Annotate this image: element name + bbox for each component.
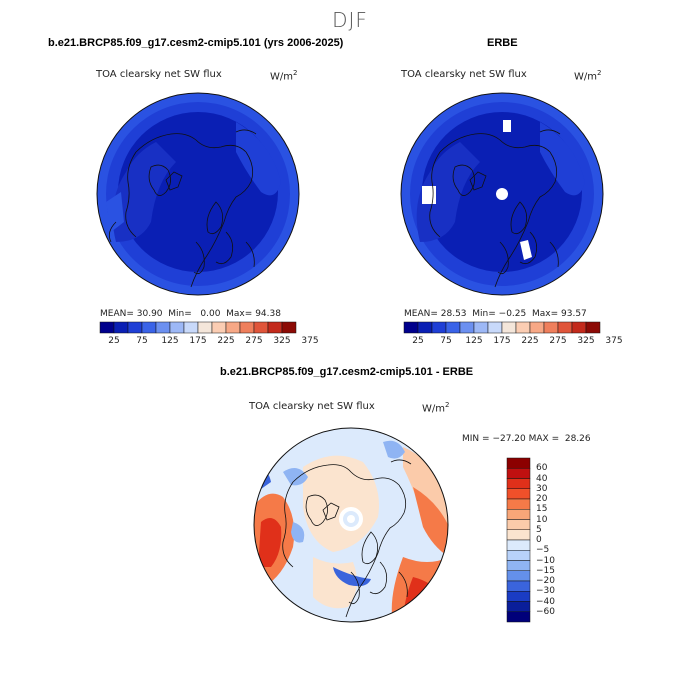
colorbar-swatch: [557, 321, 573, 334]
colorbar-swatch: [506, 560, 531, 571]
colorbar-swatch: [529, 321, 545, 334]
panel-right-stats: MEAN= 28.53 Min= −0.25 Max= 93.57: [404, 309, 587, 319]
colorbar-tick-label: −30: [536, 586, 555, 597]
colorbar-tick-label: −40: [536, 596, 555, 607]
panel-right-units: W/m2: [574, 69, 602, 83]
colorbar-swatch: [239, 321, 255, 334]
panel-left-variable: TOA clearsky net SW flux: [96, 69, 222, 80]
colorbar-swatch: [197, 321, 213, 334]
colorbar-right-ticks: 25 75 125 175 225 275 325 375: [404, 336, 622, 348]
colorbar-tick-label: 20: [536, 494, 548, 504]
colorbar-tick-label: 375: [605, 336, 623, 346]
colorbar-tick-label: 5: [536, 524, 542, 535]
colorbar-swatch: [506, 580, 531, 592]
colorbar-right: [403, 321, 601, 334]
colorbar-tick-label: 30: [536, 483, 548, 494]
colorbar-swatch: [445, 321, 461, 334]
colorbar-tick-label: 275: [245, 336, 263, 346]
colorbar-swatch: [417, 321, 433, 334]
colorbar-tick-label: 175: [493, 336, 511, 346]
colorbar-tick-label: 225: [521, 336, 539, 346]
colorbar-swatch: [506, 457, 531, 469]
colorbar-swatch: [506, 570, 531, 582]
diff-panel-variable: TOA clearsky net SW flux: [249, 401, 375, 412]
colorbar-tick-label: 175: [189, 336, 207, 346]
colorbar-left: [99, 321, 297, 334]
panel-right-variable: TOA clearsky net SW flux: [401, 69, 527, 80]
colorbar-swatch: [506, 611, 531, 623]
colorbar-tick-label: −10: [536, 555, 555, 566]
colorbar-tick-label: 375: [301, 336, 319, 346]
colorbar-swatch: [113, 321, 129, 334]
colorbar-tick-label: −20: [536, 576, 555, 586]
colorbar-tick-label: 40: [536, 473, 548, 484]
colorbar-swatch: [473, 321, 489, 334]
colorbar-tick-label: 15: [536, 504, 548, 515]
colorbar-swatch: [253, 321, 269, 334]
colorbar-difference: [506, 457, 531, 623]
colorbar-swatch: [459, 321, 475, 334]
colorbar-swatch: [141, 321, 157, 334]
colorbar-swatch: [506, 519, 531, 530]
diff-panel-title: b.e21.BRCP85.f09_g17.cesm2-cmip5.101 - E…: [220, 366, 474, 378]
colorbar-swatch: [169, 321, 185, 334]
colorbar-swatch: [506, 498, 531, 510]
colorbar-difference-ticks: 60 40 30 20 15 10 5 0 −5 −10 −15 −20 −30 −40 −60: [536, 458, 576, 622]
colorbar-tick-label: 75: [136, 336, 148, 346]
colorbar-swatch: [506, 601, 531, 612]
colorbar-swatch: [571, 321, 587, 334]
colorbar-tick-label: 225: [217, 336, 235, 346]
colorbar-tick-label: 275: [549, 336, 567, 346]
colorbar-swatch: [267, 321, 283, 334]
colorbar-tick-label: 325: [577, 336, 595, 346]
map-difference-polar: [253, 427, 449, 623]
colorbar-tick-label: 125: [161, 336, 179, 346]
colorbar-swatch: [155, 321, 171, 334]
colorbar-tick-label: 10: [536, 514, 548, 525]
colorbar-swatch: [183, 321, 199, 334]
colorbar-swatch: [506, 488, 531, 500]
colorbar-swatch: [403, 321, 419, 334]
colorbar-swatch: [506, 529, 531, 541]
colorbar-swatch: [501, 321, 517, 334]
map-observed-polar: [400, 92, 604, 296]
colorbar-swatch: [543, 321, 559, 334]
colorbar-tick-label: 75: [440, 336, 452, 346]
colorbar-swatch: [225, 321, 241, 334]
season-title: DJF: [332, 8, 368, 32]
colorbar-swatch: [99, 321, 115, 334]
colorbar-tick-label: −60: [536, 606, 555, 617]
colorbar-tick-label: 25: [412, 336, 424, 346]
colorbar-tick-label: 0: [536, 535, 542, 545]
colorbar-swatch: [506, 591, 531, 602]
panel-left-stats: MEAN= 30.90 Min= 0.00 Max= 94.38: [100, 309, 281, 319]
diff-panel-minmax: MIN = −27.20 MAX = 28.26: [462, 434, 591, 444]
colorbar-swatch: [585, 321, 601, 334]
panel-right-title: ERBE: [487, 37, 518, 49]
colorbar-swatch: [506, 478, 531, 489]
colorbar-tick-label: −5: [536, 545, 550, 556]
colorbar-swatch: [515, 321, 531, 334]
colorbar-swatch: [281, 321, 297, 334]
map-model-polar: [96, 92, 300, 296]
panel-left-title: b.e21.BRCP85.f09_g17.cesm2-cmip5.101 (yr…: [48, 37, 344, 49]
colorbar-swatch: [506, 550, 531, 561]
colorbar-swatch: [506, 468, 531, 479]
colorbar-left-ticks: 25 75 125 175 225 275 325 375: [100, 336, 318, 348]
colorbar-tick-label: −15: [536, 565, 555, 576]
colorbar-swatch: [506, 539, 531, 551]
colorbar-tick-label: 60: [536, 463, 548, 474]
colorbar-tick-label: 325: [273, 336, 291, 346]
colorbar-swatch: [211, 321, 227, 334]
colorbar-swatch: [487, 321, 503, 334]
colorbar-tick-label: 125: [465, 336, 483, 346]
colorbar-swatch: [127, 321, 143, 334]
diff-panel-units: W/m2: [422, 401, 450, 415]
colorbar-swatch: [431, 321, 447, 334]
panel-left-units: W/m2: [270, 69, 298, 83]
colorbar-swatch: [506, 509, 531, 520]
colorbar-tick-label: 25: [108, 336, 120, 346]
